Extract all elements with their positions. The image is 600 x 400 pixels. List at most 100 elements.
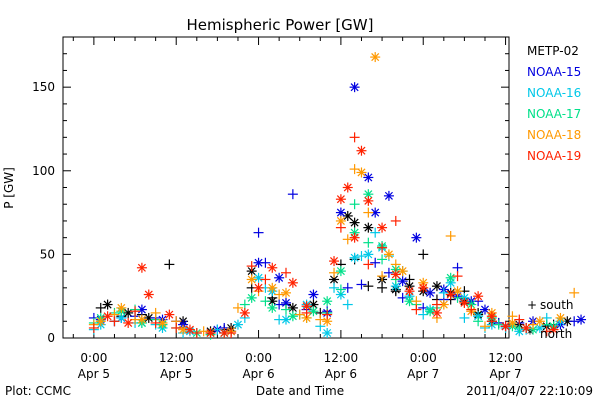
star-stroke <box>336 208 345 217</box>
star-stroke <box>467 300 476 309</box>
data-point-south <box>431 299 442 310</box>
data-point-south <box>363 281 374 292</box>
star-stroke <box>563 317 572 326</box>
star-stroke <box>103 300 112 309</box>
data-point-north <box>335 207 346 218</box>
star-stroke <box>398 277 407 286</box>
data-point-north <box>143 312 154 323</box>
legend-entry: NOAA-17 <box>527 107 581 121</box>
star-stroke <box>460 298 469 307</box>
star-stroke <box>309 300 318 309</box>
data-point-north <box>500 321 511 332</box>
x-axis-label: Date and Time <box>256 384 344 398</box>
x-axis: 0:00 Apr 5 12:00 Apr 5 0:00 Apr 6 12:00 Apr 6 0:… <box>72 37 523 381</box>
star-stroke <box>254 273 263 282</box>
data-point-north <box>534 316 545 327</box>
data-point-north <box>322 327 333 338</box>
data-point-north <box>363 195 374 206</box>
data-point-north <box>123 317 134 328</box>
data-point-north <box>383 249 394 260</box>
star-stroke <box>254 283 263 292</box>
data-point-north <box>335 266 346 277</box>
data-point-north <box>308 289 319 300</box>
data-point-south <box>541 326 552 337</box>
data-point-south <box>377 254 388 265</box>
data-point-north <box>370 207 381 218</box>
star-stroke <box>350 233 359 242</box>
data-point-south <box>342 282 353 293</box>
star-stroke <box>371 53 380 62</box>
data-point-north <box>136 262 147 273</box>
star-stroke <box>103 312 112 321</box>
x-tick-label-date: Apr 5 <box>78 367 110 381</box>
data-point-north <box>356 167 367 178</box>
data-point-north <box>246 274 257 285</box>
star-stroke <box>453 287 462 296</box>
star-stroke <box>412 233 421 242</box>
data-point-south <box>377 282 388 293</box>
star-stroke <box>254 258 263 267</box>
x-tick-label-time: 0:00 <box>410 351 437 365</box>
data-point-north <box>521 322 532 333</box>
data-point-south <box>349 132 360 143</box>
star-stroke <box>240 308 249 317</box>
data-point-north <box>184 324 195 335</box>
star-stroke <box>405 287 414 296</box>
star-stroke <box>336 290 345 299</box>
star-stroke <box>124 308 133 317</box>
data-point-north <box>390 269 401 280</box>
data-point-south <box>438 287 449 298</box>
star-stroke <box>124 318 133 327</box>
data-point-north <box>383 190 394 201</box>
x-tick-label-time: 12:00 <box>324 351 359 365</box>
star-stroke <box>247 267 256 276</box>
data-point-south <box>287 189 298 200</box>
data-point-north <box>219 327 230 338</box>
data-point-south <box>356 279 367 290</box>
data-point-north <box>143 289 154 300</box>
star-stroke <box>528 325 538 334</box>
star-stroke <box>117 313 126 322</box>
star-stroke <box>144 313 153 322</box>
data-point-south <box>418 249 429 260</box>
star-stroke <box>364 223 373 232</box>
hemisphere-legend: + south * north <box>527 298 574 341</box>
data-point-north <box>377 222 388 233</box>
star-stroke <box>405 297 414 306</box>
y-tick-label: 100 <box>32 164 55 178</box>
data-point-south <box>253 227 264 238</box>
data-point-south <box>377 242 388 253</box>
footer-plot-credit: Plot: CCMC <box>5 384 71 398</box>
data-point-south <box>493 319 504 330</box>
data-point-south <box>239 299 250 310</box>
star-stroke <box>268 297 277 306</box>
star-stroke <box>474 312 483 321</box>
star-stroke <box>378 223 387 232</box>
data-point-north <box>123 307 134 318</box>
data-point-south <box>411 296 422 307</box>
y-tick-label: 150 <box>32 80 55 94</box>
data-points <box>88 52 587 340</box>
star-stroke <box>247 275 256 284</box>
y-axis: 0 50 100 150 <box>32 36 509 345</box>
star-stroke <box>364 190 373 199</box>
star-stroke <box>288 278 297 287</box>
star-stroke <box>281 288 291 297</box>
y-tick-label: 50 <box>40 247 55 261</box>
star-stroke <box>391 270 400 279</box>
star-stroke <box>398 267 407 276</box>
data-point-south <box>466 304 477 315</box>
star-stroke <box>144 290 153 299</box>
star-stroke <box>364 250 373 259</box>
star-stroke <box>371 208 380 217</box>
star-stroke <box>364 196 373 205</box>
data-point-south <box>363 259 374 270</box>
data-point-north <box>466 299 477 310</box>
data-point-south <box>329 282 340 293</box>
star-stroke <box>165 310 174 319</box>
data-point-south <box>349 199 360 210</box>
data-point-north <box>370 52 381 63</box>
star-stroke <box>275 273 284 282</box>
data-point-north <box>528 324 539 335</box>
star-stroke <box>501 322 510 331</box>
